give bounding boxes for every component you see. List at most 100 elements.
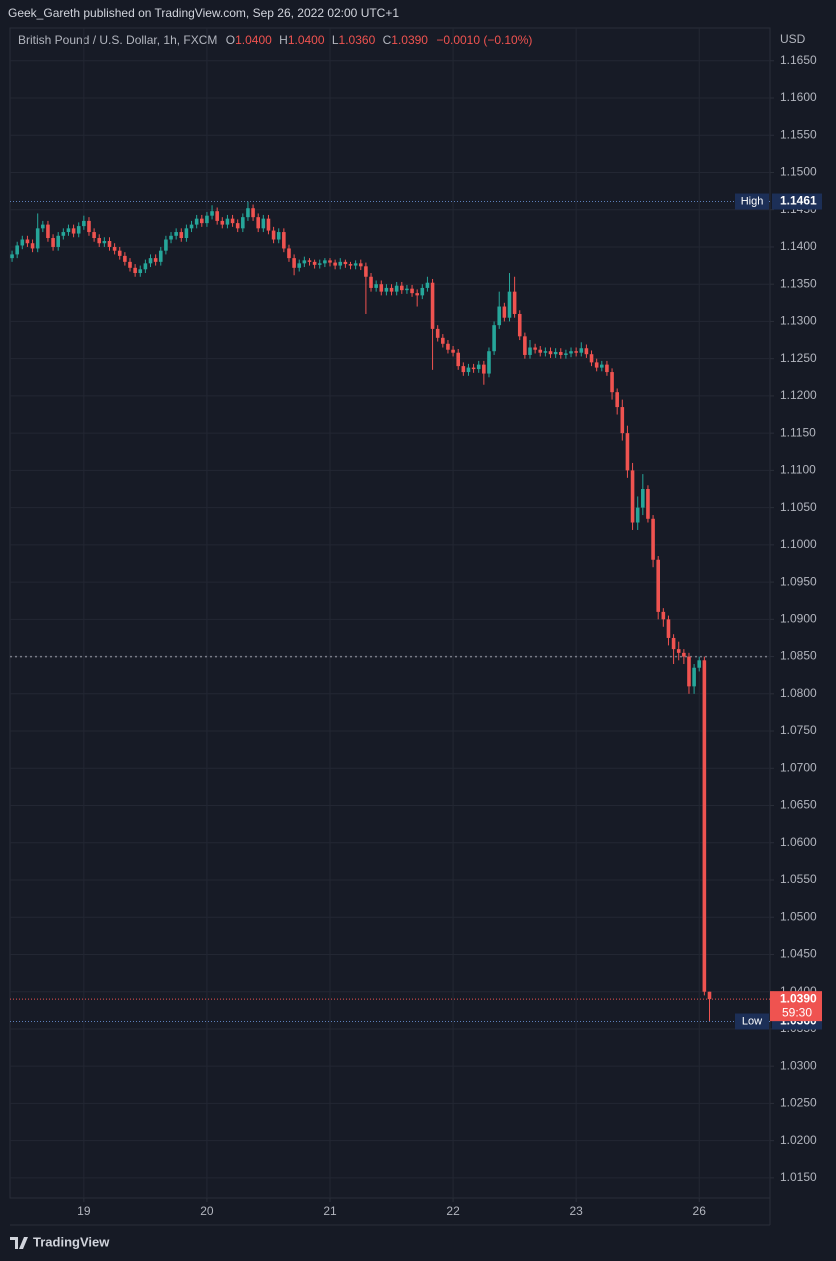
y-tick-label: 1.0550: [780, 872, 817, 886]
x-tick-label: 21: [323, 1204, 337, 1218]
candle: [117, 246, 122, 260]
candle-body: [630, 470, 635, 523]
candle-body: [615, 392, 619, 408]
marker-tag: [735, 193, 769, 210]
candle-body: [317, 263, 322, 265]
candle-body: [220, 220, 225, 225]
candle-body: [476, 364, 481, 370]
candle-body: [635, 507, 640, 523]
candle-body: [471, 367, 476, 370]
candle-body: [656, 559, 660, 612]
candle-body: [400, 285, 404, 291]
x-tick-label: 23: [569, 1204, 583, 1218]
y-tick-label: 1.0600: [780, 835, 817, 849]
candle-body: [502, 306, 507, 318]
candle-body: [256, 217, 260, 229]
candle-body: [287, 248, 291, 259]
candle-body: [128, 261, 132, 268]
candle: [92, 228, 96, 242]
candle: [10, 250, 14, 262]
candle-body: [507, 291, 512, 318]
candle: [482, 360, 486, 385]
candle: [389, 284, 394, 296]
candle-body: [107, 240, 112, 247]
candle: [379, 280, 384, 296]
candle: [394, 281, 399, 296]
ohlc-label: C: [383, 33, 392, 47]
y-tick-label: 1.1550: [780, 127, 817, 141]
candle: [610, 368, 614, 400]
candle: [46, 220, 50, 242]
candle-body: [451, 349, 455, 353]
candle-body: [641, 488, 645, 508]
candle: [620, 399, 625, 441]
candle: [569, 347, 573, 358]
candle: [548, 347, 553, 358]
brand-icon: [10, 1237, 28, 1249]
candle: [282, 228, 286, 253]
candle-body: [51, 238, 55, 247]
candle-body: [35, 228, 40, 249]
candle: [164, 235, 168, 255]
candle: [671, 634, 676, 665]
candle-body: [543, 351, 548, 353]
candle-body: [610, 372, 614, 393]
candle: [148, 254, 153, 268]
candle: [97, 234, 102, 247]
candle: [35, 213, 40, 253]
y-tick-label: 1.1350: [780, 276, 817, 290]
y-tick-label: 1.0250: [780, 1096, 817, 1110]
candle-body: [523, 336, 527, 355]
candle: [302, 256, 307, 268]
candle: [400, 281, 404, 294]
ohlc-label: L: [332, 33, 339, 47]
candle-body: [410, 288, 414, 294]
y-tick-label: 1.1000: [780, 537, 817, 551]
candle-body: [517, 313, 522, 337]
candle: [666, 615, 671, 646]
x-tick-label: 22: [446, 1204, 460, 1218]
candle: [502, 302, 507, 322]
candle: [558, 348, 563, 359]
candle: [133, 264, 137, 277]
candle-body: [697, 660, 702, 668]
candle: [446, 340, 450, 354]
candle-body: [56, 235, 60, 247]
candle: [194, 214, 199, 229]
candle-body: [446, 343, 450, 350]
candle-body: [374, 284, 378, 288]
candle-body: [153, 258, 158, 262]
candle: [415, 289, 419, 307]
candle: [323, 258, 327, 268]
candle: [656, 556, 660, 620]
legend-line: British Pound / U.S. Dollar, 1h, FXCM O1…: [18, 33, 532, 47]
candle-body: [205, 215, 209, 224]
candle: [292, 254, 296, 276]
y-tick-label: 1.0450: [780, 947, 817, 961]
marker-tag: [735, 1013, 769, 1030]
candle: [476, 360, 481, 373]
candle-body: [82, 220, 86, 227]
candle: [246, 201, 250, 221]
candle: [241, 213, 245, 233]
candle-body: [210, 211, 214, 216]
y-tick-label: 1.0500: [780, 909, 817, 923]
candle-body: [687, 656, 691, 687]
candle-body: [246, 208, 250, 218]
candle-body: [369, 276, 373, 288]
candle: [492, 321, 496, 355]
marker-label: High: [741, 195, 764, 207]
candle: [71, 224, 76, 238]
candle: [169, 232, 173, 244]
candle-body: [584, 348, 589, 355]
candle: [425, 276, 430, 292]
candle: [174, 228, 178, 240]
y-tick-label: 1.1150: [780, 425, 816, 439]
candle: [128, 258, 132, 272]
candle-body: [25, 239, 30, 244]
candle-body: [343, 261, 348, 265]
candle-body: [528, 347, 532, 355]
candle-body: [230, 218, 235, 224]
candle-body: [46, 224, 50, 239]
marker-label: Low: [742, 1015, 762, 1027]
